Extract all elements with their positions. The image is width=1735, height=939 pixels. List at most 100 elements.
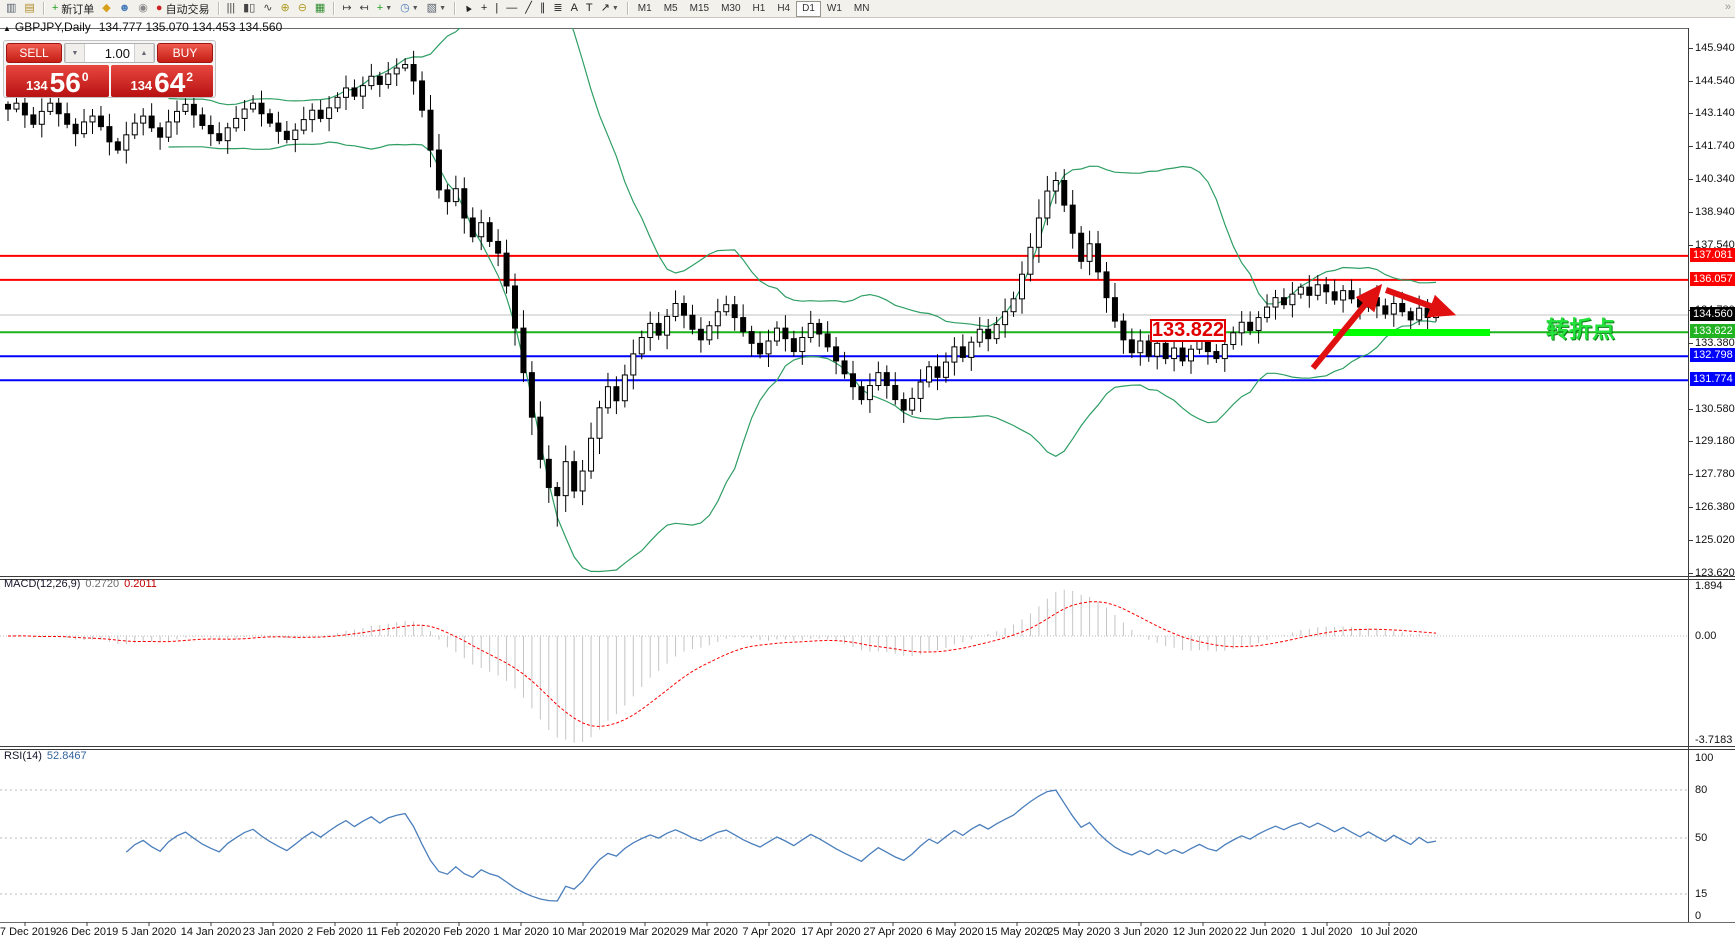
equidistant-channel-icon[interactable]: ∥: [536, 0, 550, 17]
signals-icon[interactable]: ◉: [134, 0, 152, 17]
periods-icon-caret[interactable]: ▼: [411, 5, 419, 12]
text-icon[interactable]: A: [567, 0, 582, 17]
horizontal-line-icon: —: [506, 2, 518, 14]
date-tick: [1326, 922, 1328, 926]
ohlc-values: 134.777 135.070 134.453 134.560: [98, 20, 283, 34]
candlestick-chart-icon[interactable]: ▮▯: [239, 0, 259, 17]
shapes-icon-caret[interactable]: ▼: [611, 5, 619, 12]
volume-spinner: ▼ 1.00 ▲: [64, 43, 155, 63]
macd-pane[interactable]: [0, 580, 1688, 745]
tile-windows-icon[interactable]: ▦: [311, 0, 329, 17]
rsi-axis-top: 100: [1695, 752, 1714, 764]
fibonacci-icon[interactable]: ≣: [549, 0, 566, 17]
zoom-in-icon[interactable]: ⊕: [276, 0, 293, 17]
equidistant-channel-icon: ∥: [539, 2, 546, 14]
timeframe-button-h4[interactable]: H4: [777, 3, 791, 14]
vertical-line-icon[interactable]: |: [491, 0, 502, 17]
volume-field[interactable]: 1.00: [104, 45, 130, 61]
trendline-icon[interactable]: ╱: [521, 0, 536, 17]
bar-chart-icon[interactable]: |||: [223, 0, 240, 17]
price-badge-137.081: 137.081: [1690, 248, 1735, 262]
timeframe-button-m1[interactable]: M1: [637, 3, 652, 14]
date-label: 15 May 2020: [985, 926, 1049, 938]
price-tick: [1689, 540, 1693, 541]
candlestick-chart-icon: ▮▯: [243, 2, 256, 14]
rsi-value: 52.8467: [46, 750, 87, 762]
zoom-out-icon[interactable]: ⊖: [294, 0, 311, 17]
cursor-icon[interactable]: ▲: [459, 0, 477, 17]
price-tick: [1689, 507, 1693, 508]
autotrade-button[interactable]: ● 自动交易: [152, 0, 214, 17]
price-callout-label[interactable]: 133.822: [1150, 319, 1226, 342]
price-tick-label: 145.940: [1695, 42, 1735, 54]
market-watch-icon[interactable]: ▥: [2, 0, 20, 17]
timeframe-button-m5[interactable]: M5: [663, 3, 678, 14]
buy-price[interactable]: 134 64 2: [110, 65, 213, 97]
sell-button[interactable]: SELL: [6, 43, 62, 63]
line-chart-icon: ∿: [263, 2, 273, 14]
shapes-icon: ↗: [600, 2, 610, 14]
buy-button[interactable]: BUY: [157, 43, 213, 63]
main-chart-pane[interactable]: [0, 28, 1688, 576]
timeframe-button-m30[interactable]: M30: [721, 3, 741, 14]
styles-icon[interactable]: ◆: [98, 0, 114, 17]
data-window-icon[interactable]: ▤: [20, 0, 38, 17]
price-tick: [1689, 179, 1693, 180]
rsi-pane[interactable]: [0, 750, 1688, 922]
indicators-icon-caret[interactable]: ▼: [385, 5, 393, 12]
chart-shift-icon: ↤: [359, 2, 369, 14]
price-tick-label: 127.780: [1695, 468, 1735, 480]
timeframe-button-h1[interactable]: H1: [752, 3, 766, 14]
rsi-name: RSI(14): [4, 750, 42, 762]
trend-arrow-down[interactable]: [1384, 287, 1457, 318]
rsi-indicator-label: RSI(14) 52.8467: [4, 750, 87, 762]
templates-icon-caret[interactable]: ▼: [439, 5, 447, 12]
date-tick: [520, 922, 522, 926]
periods-icon[interactable]: ◷ ▼: [396, 0, 423, 17]
text-icon: A: [570, 2, 578, 14]
price-badge-132.798: 132.798: [1690, 348, 1735, 362]
templates-icon[interactable]: ▧ ▼: [423, 0, 450, 17]
collapse-marker-icon[interactable]: ▲: [3, 24, 11, 33]
date-tick: [24, 922, 26, 926]
macd-signal-value: 0.2011: [124, 578, 157, 590]
trendline-icon: ╱: [525, 2, 532, 14]
rsi-pane-separator[interactable]: [0, 746, 1735, 750]
line-chart-icon[interactable]: ∿: [259, 0, 276, 17]
volume-decrease-button[interactable]: ▼: [65, 44, 85, 62]
timeframe-button-w1[interactable]: W1: [826, 3, 842, 14]
turning-point-label[interactable]: 转折点: [1546, 316, 1615, 342]
price-tick-label: 130.580: [1695, 403, 1735, 415]
macd-axis-top: 1.894: [1695, 580, 1723, 592]
crosshair-icon[interactable]: +: [477, 0, 491, 17]
timeframe-button-m15[interactable]: M15: [689, 3, 710, 14]
timeframe-button-d1[interactable]: D1: [796, 0, 821, 17]
macd-pane-separator[interactable]: [0, 576, 1735, 580]
profile-icon[interactable]: ☻: [115, 0, 135, 17]
macd-indicator-label: MACD(12,26,9) 0.2720 0.2011: [4, 578, 157, 590]
horizontal-line-icon[interactable]: —: [502, 0, 521, 17]
sell-price[interactable]: 134 56 0: [6, 65, 109, 97]
price-tick-label: 141.740: [1695, 140, 1735, 152]
timeframe-button-mn[interactable]: MN: [853, 3, 870, 14]
price-tick-label: 133.380: [1695, 337, 1735, 349]
toolbar-overflow-icon[interactable]: »: [1724, 1, 1731, 13]
volume-increase-button[interactable]: ▲: [134, 44, 154, 62]
sell-price-pips: 56: [49, 67, 81, 98]
chart-shift-icon[interactable]: ↤: [356, 0, 373, 17]
price-tick-label: 144.540: [1695, 75, 1735, 87]
styles-icon: ◆: [102, 2, 111, 14]
zoom-in-icon: ⊕: [280, 2, 290, 14]
label-icon[interactable]: T: [582, 0, 597, 17]
support-zone-bar[interactable]: [1333, 329, 1490, 336]
date-axis[interactable]: 17 Dec 2019 26 Dec 2019 5 Jan 2020 14 Jan 2…: [0, 922, 1688, 939]
periods-icon: ◷: [400, 2, 410, 14]
shapes-icon[interactable]: ↗ ▼: [597, 0, 623, 17]
price-axis[interactable]: 145.940 144.540 143.140 141.740 140.340 138.9…: [1689, 28, 1735, 922]
indicators-icon[interactable]: + ▼: [373, 0, 396, 17]
trend-arrow-up[interactable]: [1310, 283, 1383, 370]
cursor-icon: ▲: [460, 1, 476, 16]
new-order-button[interactable]: + 新订单: [48, 0, 98, 17]
auto-scroll-icon[interactable]: ↦: [338, 0, 355, 17]
